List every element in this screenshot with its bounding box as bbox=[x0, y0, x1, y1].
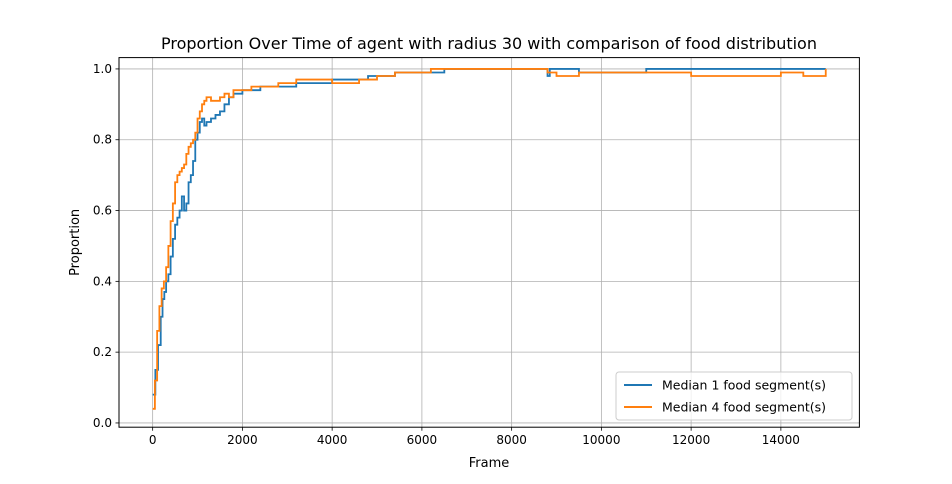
x-axis-label: Frame bbox=[469, 456, 510, 471]
y-tick-label: 0.0 bbox=[93, 416, 112, 430]
x-tick-label: 10000 bbox=[582, 433, 620, 447]
x-tick-label: 12000 bbox=[672, 433, 710, 447]
y-tick-label: 1.0 bbox=[93, 62, 112, 76]
series-lines bbox=[152, 68, 827, 410]
x-tick-label: 14000 bbox=[762, 433, 800, 447]
y-tick-label: 0.2 bbox=[93, 345, 112, 359]
x-tick-label: 8000 bbox=[496, 433, 527, 447]
legend-label-median-4: Median 4 food segment(s) bbox=[662, 400, 826, 415]
y-tick-label: 0.8 bbox=[93, 133, 112, 147]
y-axis-label: Proportion bbox=[68, 209, 83, 276]
legend-box bbox=[615, 371, 853, 421]
y-tick-label: 0.4 bbox=[93, 274, 112, 288]
legend-label-median-1: Median 1 food segment(s) bbox=[662, 378, 826, 393]
series-line-median-4 bbox=[152, 68, 827, 410]
plot-frame bbox=[118, 57, 860, 428]
axis-ticks: 0 2000 4000 6000 8000 10000 12000 14000 0.0 0.2 0.… bbox=[93, 62, 800, 447]
x-tick-label: 6000 bbox=[407, 433, 438, 447]
chart-title: Proportion Over Time of agent with radiu… bbox=[161, 34, 817, 53]
x-tick-label: 2000 bbox=[227, 433, 258, 447]
x-tick-label: 4000 bbox=[317, 433, 348, 447]
legend: Median 1 food segment(s) Median 4 food s… bbox=[615, 371, 853, 421]
y-tick-label: 0.6 bbox=[93, 204, 112, 218]
x-tick-label: 0 bbox=[149, 433, 157, 447]
